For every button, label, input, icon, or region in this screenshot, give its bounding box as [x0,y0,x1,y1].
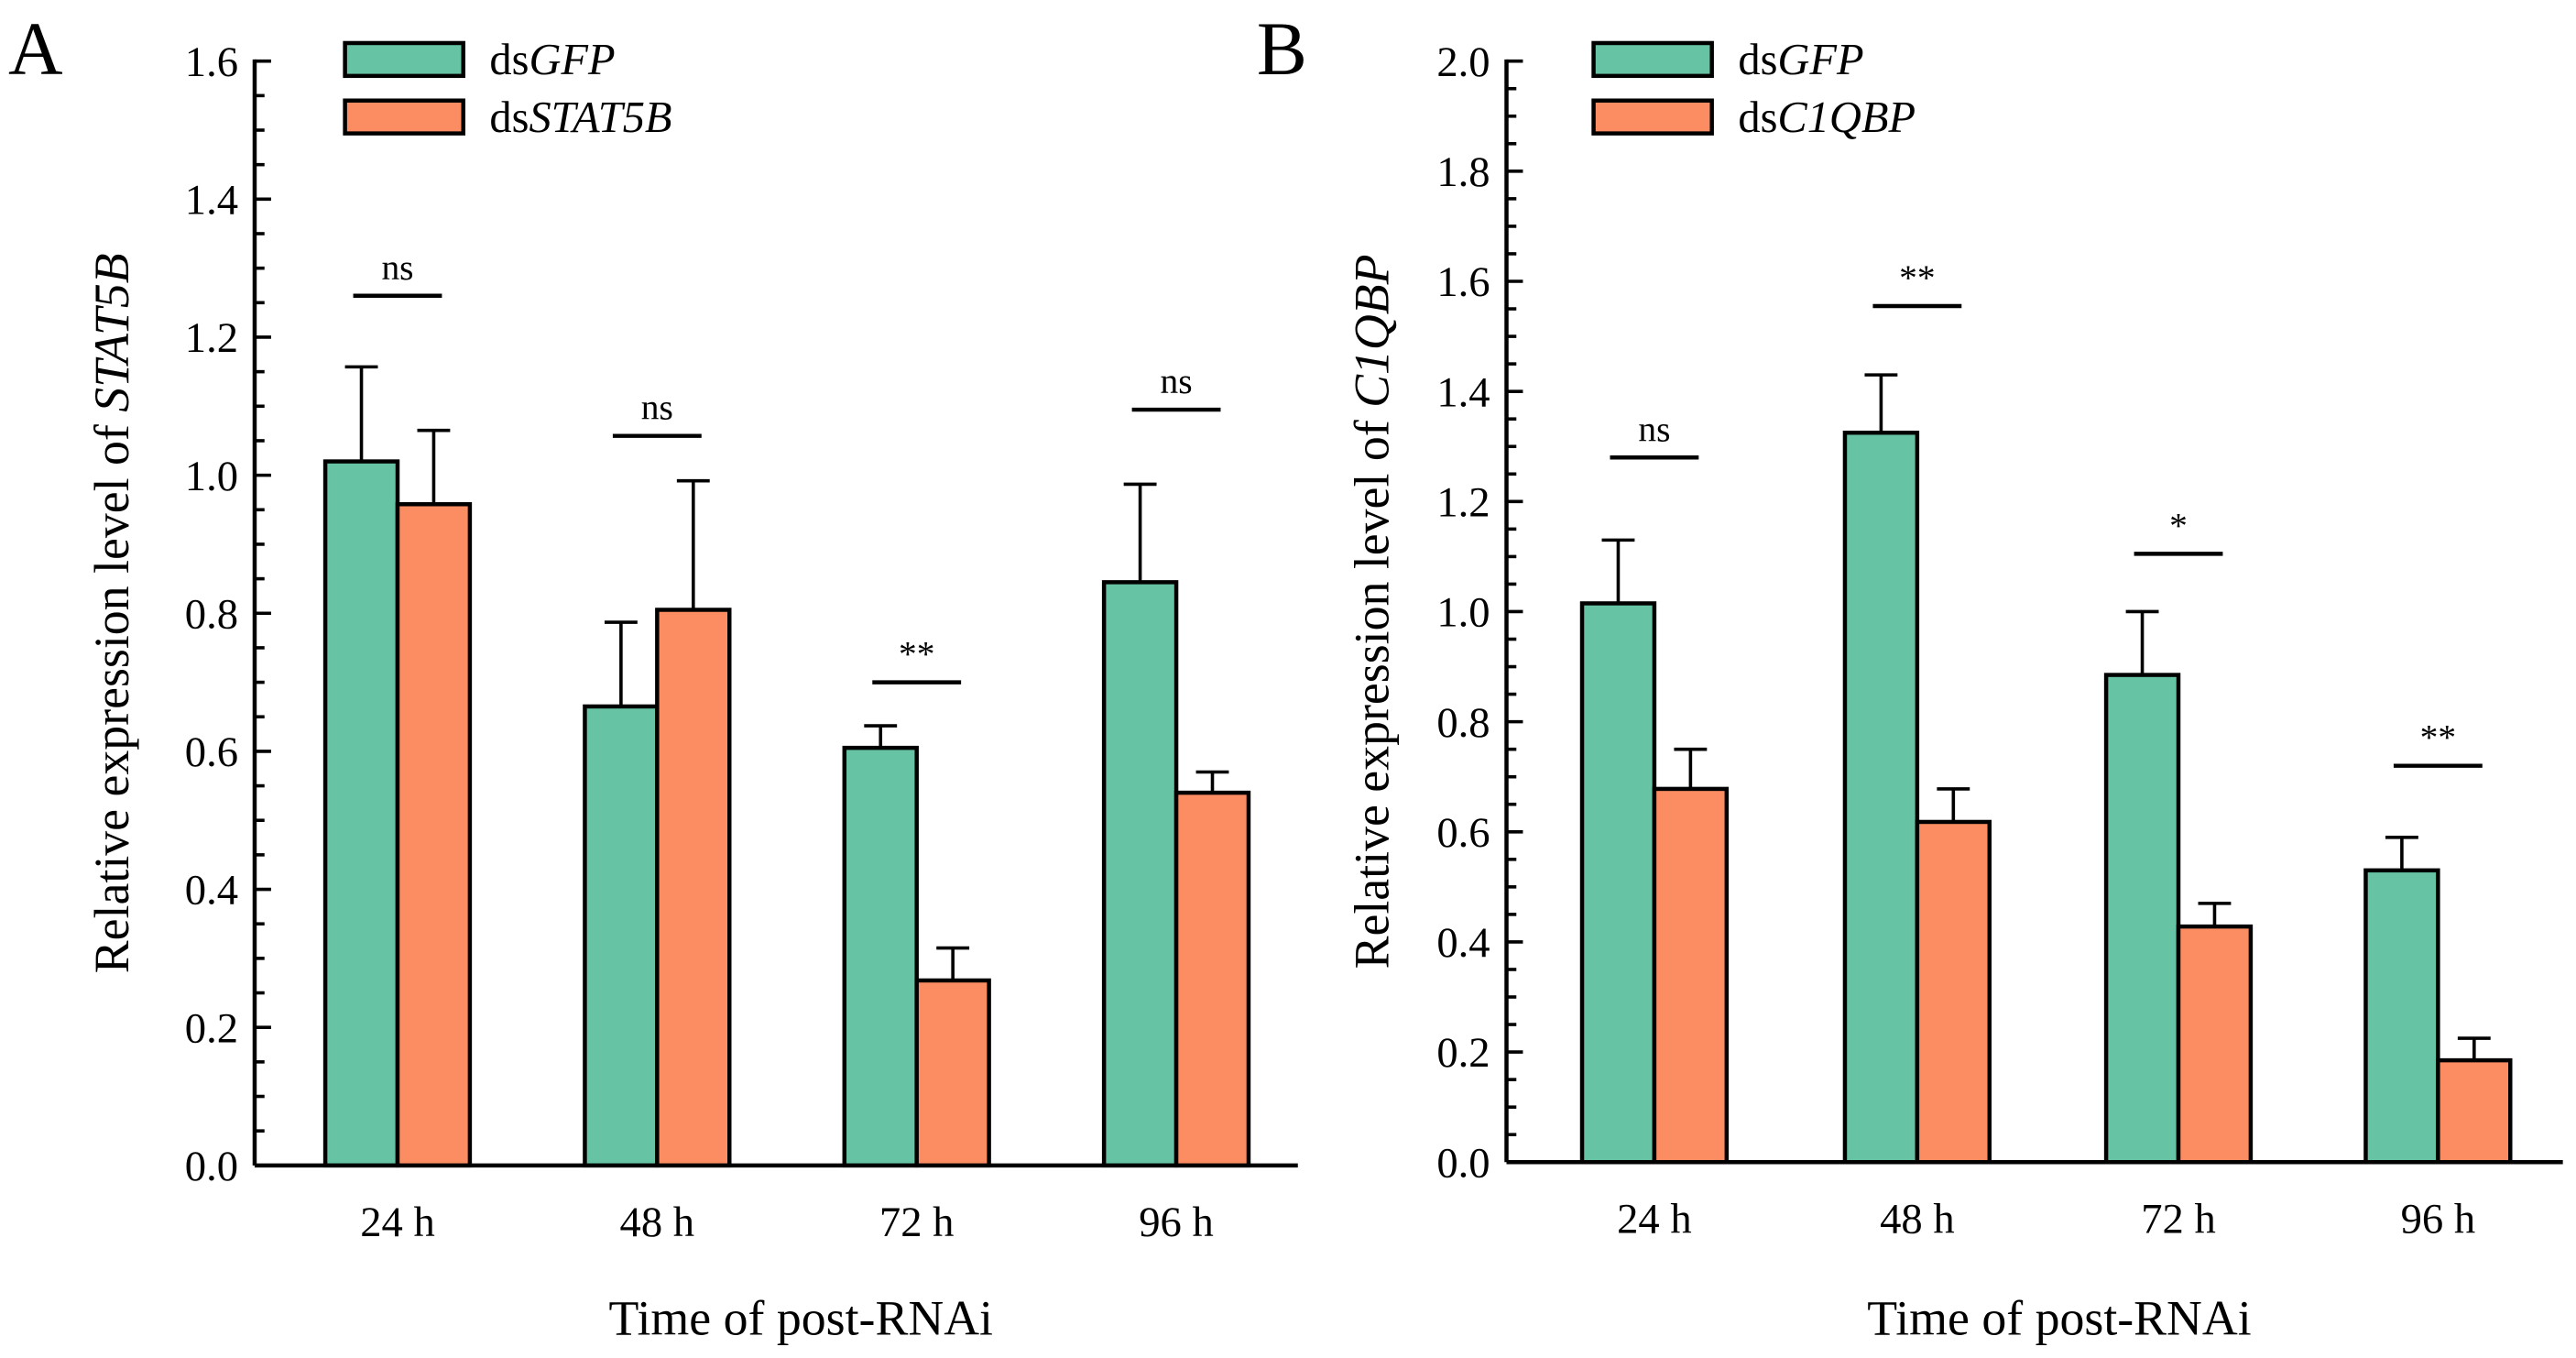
x-axis-label: Time of post-RNAi [609,1291,993,1346]
x-axis-label: Time of post-RNAi [1867,1291,2251,1346]
bar-c1qbp-24h [1652,786,1730,1165]
y-tick-label: 1.6 [185,38,238,86]
y-tick-label: 2.0 [1436,38,1490,86]
y-tick-label: 0.2 [185,1004,238,1052]
legend-swatch [343,40,465,79]
y-tick-label: 0.8 [1436,699,1490,747]
legend-label: dsC1QBP [1738,93,1916,142]
y-tick-label: 0.0 [185,1143,238,1190]
bar-gfp-48h [583,704,660,1168]
x-tick-label: 24 h [360,1199,435,1246]
panel-label: A [8,6,63,91]
legend-label: dsGFP [489,36,615,84]
legend-prefix: ds [489,36,529,84]
y-axis-label: Relative expression level of STAT5B [84,253,139,973]
y-tick-label: 0.8 [185,590,238,638]
bar-c1qbp-48h [1915,819,1992,1165]
x-tick-label: 72 h [879,1199,955,1246]
x-tick-label: 48 h [620,1199,695,1246]
y-tick-label: 1.0 [1436,589,1490,637]
bar-c1qbp-72h [2176,924,2254,1165]
bar-gfp-96h [2363,868,2440,1165]
bar-c1qbp-96h [2436,1057,2513,1165]
significance-label: ** [1899,257,1935,298]
x-tick-label: 96 h [1139,1199,1214,1246]
y-axis-label-gene: STAT5B [84,253,139,411]
legend-prefix: ds [1738,36,1777,84]
y-tick-label: 0.4 [185,867,238,914]
y-tick-label: 1.6 [1436,258,1490,306]
y-tick-label: 0.4 [1436,919,1490,967]
bar-gfp-24h [322,459,400,1168]
y-tick-label: 1.4 [1436,368,1490,416]
legend-swatch [1591,40,1714,79]
legend-gene: GFP [529,36,615,84]
bar-gfp-48h [1842,430,1920,1165]
y-tick-label: 0.6 [185,728,238,776]
y-tick-label: 0.6 [1436,809,1490,857]
y-tick-label: 0.2 [1436,1029,1490,1077]
y-axis-label-prefix: Relative expression level of [84,412,139,973]
significance-label: ns [381,247,413,288]
bar-stat5b-48h [655,608,732,1168]
legend-label: dsSTAT5B [489,93,671,142]
legend-gene: STAT5B [529,93,671,142]
x-tick-label: 72 h [2141,1195,2216,1243]
y-tick-label: 0.0 [1436,1139,1490,1187]
significance-label: ** [899,634,934,674]
chart-panel-a: A 0.0 0.2 0.4 0.6 0.8 1.0 1.2 1.4 1.6 Relative exp… [8,6,1298,1346]
legend-swatch [343,98,465,136]
significance-label: ns [641,388,673,428]
significance-label: ns [1161,361,1193,401]
y-tick-label: 1.0 [185,453,238,500]
significance-label: ns [1638,409,1670,449]
legend-prefix: ds [489,93,529,142]
chart-panel-b: B 0.0 0.2 0.4 0.6 0.8 1.0 1.2 1.4 1.6 1.8 2.0 Relati… [1257,6,2563,1346]
significance-label: ** [2420,717,2456,758]
bar-gfp-96h [1101,580,1179,1168]
panel-label: B [1257,6,1307,91]
bar-gfp-24h [1579,601,1657,1165]
significance-label: * [2169,505,2188,545]
y-tick-label: 1.4 [185,176,238,224]
bar-gfp-72h [2103,673,2181,1165]
legend-gene: GFP [1777,36,1863,84]
y-axis-label-prefix: Relative expression level of [1344,408,1399,969]
x-tick-label: 48 h [1880,1195,1955,1243]
legend-swatch [1591,98,1714,136]
legend-prefix: ds [1738,93,1777,142]
bar-stat5b-96h [1173,790,1251,1168]
y-axis-label: Relative expression level of C1QBP [1344,255,1399,969]
x-tick-label: 96 h [2401,1195,2476,1243]
legend-label: dsGFP [1738,36,1863,84]
y-tick-label: 1.8 [1436,148,1490,196]
legend-gene: C1QBP [1777,93,1916,142]
bar-stat5b-72h [914,978,991,1168]
bar-stat5b-24h [395,502,473,1168]
y-axis-label-gene: C1QBP [1344,255,1399,408]
bar-gfp-72h [842,745,919,1168]
y-tick-label: 1.2 [185,314,238,362]
x-tick-label: 24 h [1617,1195,1692,1243]
y-tick-label: 1.2 [1436,478,1490,526]
